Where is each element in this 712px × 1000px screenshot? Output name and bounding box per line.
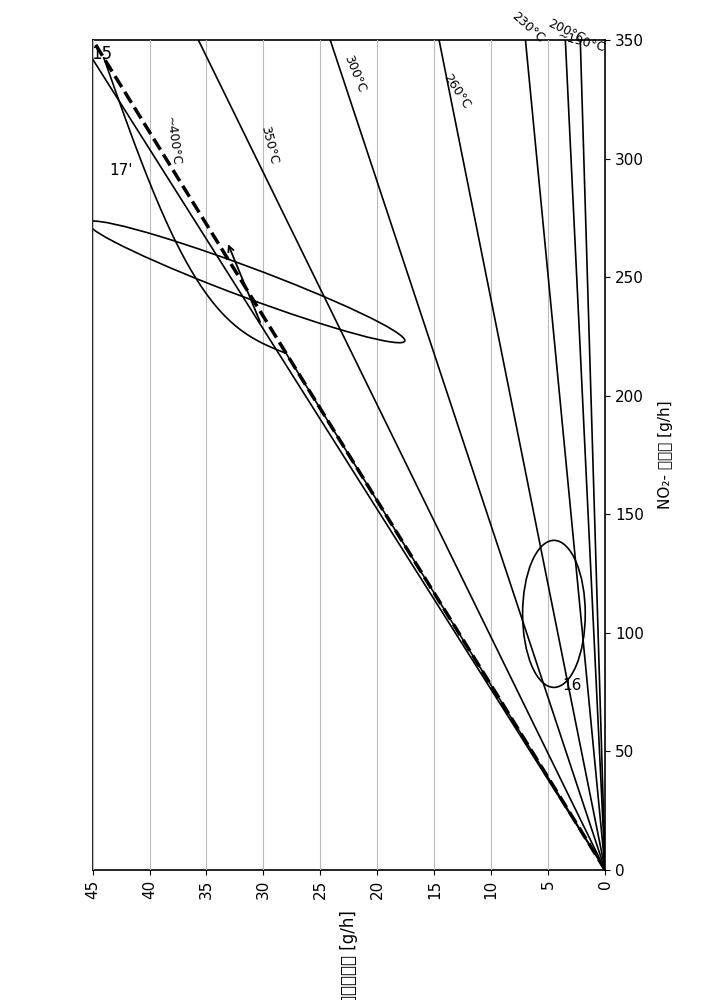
- Text: 350°C: 350°C: [258, 124, 280, 165]
- Text: ~190°C: ~190°C: [556, 29, 607, 54]
- Text: ~400°C: ~400°C: [162, 115, 182, 166]
- Text: 260°C: 260°C: [441, 71, 473, 111]
- Text: 200°C: 200°C: [546, 16, 587, 45]
- Text: 16: 16: [562, 678, 581, 693]
- Text: 230°C: 230°C: [509, 9, 547, 45]
- X-axis label: 碑烟燃烧量 [g/h]: 碑烟燃烧量 [g/h]: [340, 910, 358, 1000]
- Text: 15: 15: [91, 45, 112, 63]
- Y-axis label: NO₂- 质量流 [g/h]: NO₂- 质量流 [g/h]: [658, 401, 673, 509]
- Text: 300°C: 300°C: [341, 54, 368, 95]
- Text: 17': 17': [109, 163, 133, 178]
